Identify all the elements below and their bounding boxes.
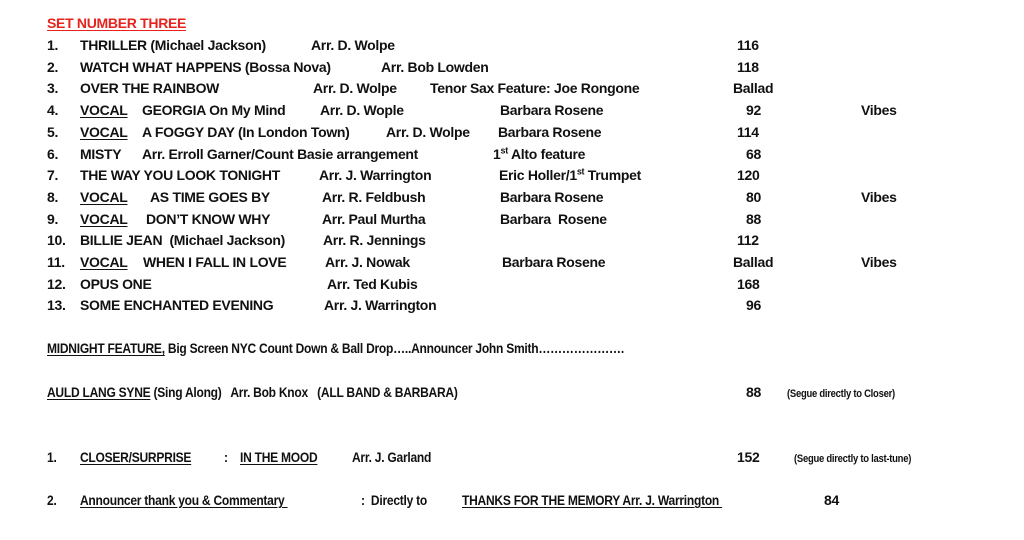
vocal-label: VOCAL <box>80 254 128 270</box>
tempo: 120 <box>737 167 760 184</box>
song-number: 12. <box>47 275 66 292</box>
tempo: 118 <box>737 58 759 75</box>
featured-performer: Barbara Rosene <box>502 254 606 270</box>
vocal-label: VOCAL <box>80 210 128 227</box>
arranger: Arr. Paul Murtha <box>322 210 426 227</box>
song-number: 9. <box>47 210 59 227</box>
tempo: 80 <box>746 188 761 205</box>
tempo: 92 <box>746 102 761 119</box>
tempo: Ballad <box>733 80 774 97</box>
ordinal-suffix: st <box>500 144 509 155</box>
song-title: A FOGGY DAY (In London Town) <box>142 123 350 140</box>
arranger: Arr. D. Wople <box>320 102 404 119</box>
auld-note: (Segue directly to Closer) <box>787 388 895 400</box>
song-title: MISTY <box>80 145 122 162</box>
feature-text: Trumpet <box>584 167 641 184</box>
featured-performer: Barbara Rosene <box>500 188 604 205</box>
midnight-text: Big Screen NYC Count Down & Ball Drop…..… <box>164 340 624 356</box>
closer-sep: : <box>224 449 228 465</box>
song-number: 2. <box>47 58 59 75</box>
auld-tempo: 88 <box>746 384 761 400</box>
midnight-label: MIDNIGHT FEATURE, <box>47 340 165 356</box>
final-label: Announcer thank you & Commentary <box>80 492 288 508</box>
featured-performer: 1st Alto feature <box>493 144 586 162</box>
tempo: 116 <box>737 37 759 53</box>
closer-tune: IN THE MOOD <box>240 449 318 465</box>
instrument-note: Vibes <box>861 254 897 270</box>
arranger: Arr. J. Warrington <box>319 167 432 184</box>
song-title: THRILLER (Michael Jackson) <box>80 37 266 53</box>
song-title: OVER THE RAINBOW <box>80 80 220 97</box>
song-title: BILLIE JEAN (Michael Jackson) <box>80 232 285 249</box>
arranger: Arr. J. Warrington <box>324 297 437 314</box>
song-number: 1. <box>47 37 59 53</box>
final-sep: : Directly to <box>361 492 427 508</box>
song-title: OPUS ONE <box>80 275 152 292</box>
tempo: Ballad <box>733 254 774 270</box>
closer-arr: Arr. J. Garland <box>352 449 432 465</box>
arranger: Arr. D. Wolpe <box>386 123 470 140</box>
featured-performer: Barbara Rosene <box>500 210 607 227</box>
final-tune: THANKS FOR THE MEMORY Arr. J. Warrington <box>462 492 723 508</box>
featured-performer: Tenor Sax Feature: Joe Rongone <box>430 80 640 97</box>
song-title: GEORGIA On My Mind <box>142 102 286 119</box>
instrument-note: Vibes <box>861 102 897 119</box>
arranger: Arr. Erroll Garner/Count Basie arrangeme… <box>142 145 419 162</box>
tempo: 114 <box>737 123 759 140</box>
featured-performer: Barbara Rosene <box>498 123 602 140</box>
closer-note: (Segue directly to last-tune) <box>794 453 912 465</box>
arranger: Arr. Bob Lowden <box>381 58 489 75</box>
tempo: 112 <box>737 232 759 249</box>
final-num: 2. <box>47 492 57 508</box>
auld-lang-syne: AULD LANG SYNE (Sing Along) Arr. Bob Kno… <box>47 384 458 400</box>
midnight-feature: MIDNIGHT FEATURE, Big Screen NYC Count D… <box>47 340 624 356</box>
closer-num: 1. <box>47 449 57 465</box>
song-title: DON’T KNOW WHY <box>146 210 271 227</box>
tempo: 88 <box>746 210 761 227</box>
song-number: 13. <box>47 297 66 314</box>
set-title: SET NUMBER THREE <box>47 15 187 31</box>
vocal-label: VOCAL <box>80 123 128 140</box>
song-number: 10. <box>47 232 66 249</box>
ordinal-suffix: st <box>576 166 585 177</box>
final-tempo: 84 <box>824 492 839 508</box>
vocal-label: VOCAL <box>80 188 128 205</box>
instrument-note: Vibes <box>861 188 897 205</box>
closer-label: CLOSER/SURPRISE <box>80 449 192 465</box>
feature-text: 1 <box>493 145 501 162</box>
arranger: Arr. D. Wolpe <box>311 37 395 53</box>
song-number: 4. <box>47 102 59 119</box>
feature-text: Eric Holler/1 <box>499 167 577 184</box>
vocal-label: VOCAL <box>80 102 128 119</box>
song-number: 11. <box>47 254 65 270</box>
featured-performer: Eric Holler/1st Trumpet <box>499 167 641 183</box>
arranger: Arr. Ted Kubis <box>327 275 418 292</box>
song-title: THE WAY YOU LOOK TONIGHT <box>80 167 280 184</box>
song-number: 8. <box>47 188 59 205</box>
song-number: 3. <box>47 80 59 97</box>
tempo: 168 <box>737 275 760 292</box>
closer-tempo: 152 <box>737 449 760 465</box>
song-title: AS TIME GOES BY <box>150 188 270 205</box>
featured-performer: Barbara Rosene <box>500 102 604 119</box>
song-number: 5. <box>47 123 59 140</box>
auld-label: AULD LANG SYNE <box>47 384 151 400</box>
arranger: Arr. D. Wolpe <box>313 80 397 97</box>
song-title: WHEN I FALL IN LOVE <box>143 254 287 270</box>
arranger: Arr. R. Feldbush <box>322 188 426 205</box>
song-number: 6. <box>47 145 59 162</box>
tempo: 96 <box>746 297 761 314</box>
auld-text: (Sing Along) Arr. Bob Knox (ALL BAND & B… <box>150 384 458 400</box>
song-title: SOME ENCHANTED EVENING <box>80 297 274 314</box>
arranger: Arr. R. Jennings <box>323 232 426 249</box>
song-number: 7. <box>47 167 59 184</box>
feature-text: Alto feature <box>507 145 586 162</box>
song-title: WATCH WHAT HAPPENS (Bossa Nova) <box>80 58 331 75</box>
tempo: 68 <box>746 145 761 162</box>
arranger: Arr. J. Nowak <box>325 254 410 270</box>
